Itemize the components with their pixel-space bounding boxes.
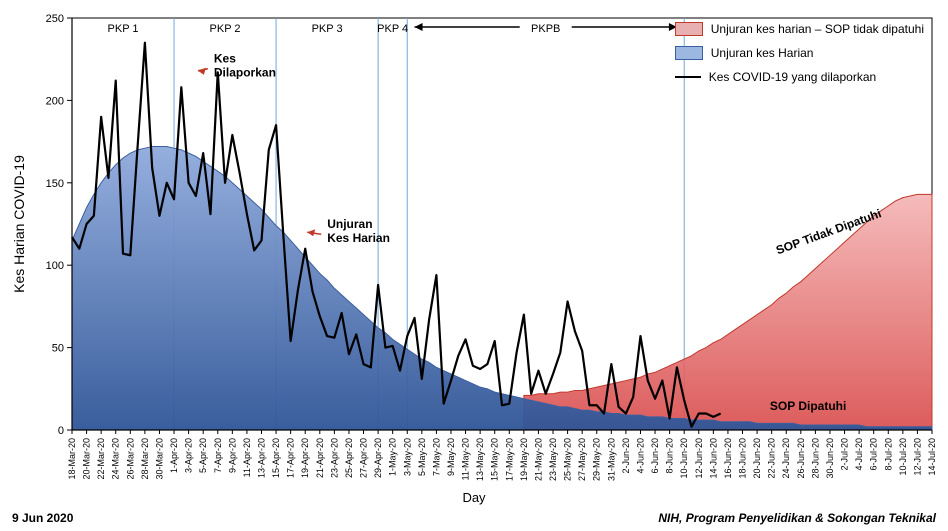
x-tick-label: 2-Jul-20 xyxy=(840,438,850,471)
x-tick-label: 11-May-20 xyxy=(461,438,471,480)
sop-label: SOP Dipatuhi xyxy=(770,399,846,413)
x-tick-label: 4-Jun-20 xyxy=(635,438,645,474)
y-tick-label: 50 xyxy=(52,343,64,355)
phase-label: PKP 3 xyxy=(312,23,343,35)
legend-swatch xyxy=(675,46,703,60)
legend-label: Unjuran kes harian – SOP tidak dipatuhi xyxy=(711,22,924,36)
legend-line xyxy=(675,76,701,78)
x-tick-label: 12-Jun-20 xyxy=(694,438,704,479)
x-tick-label: 1-May-20 xyxy=(388,438,398,476)
x-tick-label: 11-Apr-20 xyxy=(242,438,252,477)
x-tick-label: 16-Jun-20 xyxy=(723,438,733,479)
legend-swatch xyxy=(675,22,703,36)
annotation-text: Kes Harian xyxy=(327,231,390,245)
footer-credit: NIH, Program Penyelidikan & Sokongan Tek… xyxy=(658,511,936,525)
x-tick-label: 1-Apr-20 xyxy=(169,438,179,473)
y-tick-label: 100 xyxy=(46,260,64,272)
x-tick-label: 30-Mar-20 xyxy=(154,438,164,480)
legend-item: Unjuran kes Harian xyxy=(675,46,924,60)
x-tick-label: 29-Apr-20 xyxy=(373,438,383,478)
x-tick-label: 14-Jul-20 xyxy=(927,438,937,476)
x-tick-label: 25-May-20 xyxy=(563,438,573,481)
x-tick-label: 15-Apr-20 xyxy=(271,438,281,478)
x-tick-label: 15-May-20 xyxy=(490,438,500,481)
x-tick-label: 30-Jun-20 xyxy=(825,438,835,479)
x-tick-label: 31-May-20 xyxy=(606,438,616,481)
x-tick-label: 21-Apr-20 xyxy=(315,438,325,478)
x-tick-label: 19-Apr-20 xyxy=(300,438,310,478)
phase-label: PKP 1 xyxy=(108,23,139,35)
footer-date: 9 Jun 2020 xyxy=(12,511,73,525)
x-tick-label: 9-May-20 xyxy=(446,438,456,476)
annotation-text: Unjuran xyxy=(327,217,372,231)
x-tick-label: 2-Jun-20 xyxy=(621,438,631,474)
y-tick-label: 150 xyxy=(46,178,64,190)
x-tick-label: 8-Jun-20 xyxy=(665,438,675,474)
x-tick-label: 24-Mar-20 xyxy=(111,438,121,480)
y-axis-title: Kes Harian COVID-19 xyxy=(11,155,27,293)
x-axis-title: Day xyxy=(462,490,485,505)
phase-label: PKP 2 xyxy=(210,23,241,35)
x-tick-label: 23-May-20 xyxy=(548,438,558,481)
x-tick-label: 18-Jun-20 xyxy=(738,438,748,479)
x-tick-label: 22-Jun-20 xyxy=(767,438,777,479)
x-tick-label: 19-May-20 xyxy=(519,438,529,481)
x-tick-label: 13-Apr-20 xyxy=(256,438,266,478)
phase-label-pkpb: PKPB xyxy=(531,23,560,35)
x-tick-label: 21-May-20 xyxy=(533,438,543,481)
annotation-text: Kes xyxy=(214,52,236,66)
x-tick-label: 14-Jun-20 xyxy=(708,438,718,479)
y-tick-label: 200 xyxy=(46,95,64,107)
legend-label: Kes COVID-19 yang dilaporkan xyxy=(709,70,876,84)
x-tick-label: 7-May-20 xyxy=(431,438,441,476)
x-tick-label: 20-Jun-20 xyxy=(752,438,762,479)
x-tick-label: 12-Jul-20 xyxy=(912,438,922,476)
x-tick-label: 28-Jun-20 xyxy=(810,438,820,479)
x-tick-label: 28-Mar-20 xyxy=(140,438,150,480)
x-tick-label: 22-Mar-20 xyxy=(96,438,106,480)
x-tick-label: 26-Jun-20 xyxy=(796,438,806,479)
y-tick-label: 0 xyxy=(58,425,64,437)
x-tick-label: 4-Jul-20 xyxy=(854,438,864,471)
x-tick-label: 10-Jul-20 xyxy=(898,438,908,476)
x-tick-label: 17-May-20 xyxy=(504,438,514,481)
x-tick-label: 27-Apr-20 xyxy=(359,438,369,478)
x-tick-label: 6-Jul-20 xyxy=(869,438,879,471)
x-tick-label: 5-May-20 xyxy=(417,438,427,476)
x-tick-label: 10-Jun-20 xyxy=(679,438,689,479)
x-tick-label: 3-Apr-20 xyxy=(184,438,194,473)
x-tick-label: 8-Jul-20 xyxy=(883,438,893,471)
annotation-text: Dilaporkan xyxy=(214,66,276,80)
x-tick-label: 20-Mar-20 xyxy=(82,438,92,480)
x-tick-label: 9-Apr-20 xyxy=(227,438,237,473)
x-tick-label: 17-Apr-20 xyxy=(286,438,296,478)
x-tick-label: 23-Apr-20 xyxy=(329,438,339,478)
x-tick-label: 6-Jun-20 xyxy=(650,438,660,474)
phase-label: PKP 4 xyxy=(377,23,408,35)
y-tick-label: 250 xyxy=(46,13,64,25)
legend-item: Kes COVID-19 yang dilaporkan xyxy=(675,70,924,84)
legend-label: Unjuran kes Harian xyxy=(711,46,814,60)
x-tick-label: 7-Apr-20 xyxy=(213,438,223,473)
x-tick-label: 29-May-20 xyxy=(592,438,602,481)
x-tick-label: 5-Apr-20 xyxy=(198,438,208,473)
chart-container: 0 50 100 150 200 250 Kes Harian COVID-19 18-Mar… xyxy=(0,0,948,531)
x-tick-label: 26-Mar-20 xyxy=(125,438,135,480)
x-tick-label: 27-May-20 xyxy=(577,438,587,481)
x-tick-label: 13-May-20 xyxy=(475,438,485,481)
x-tick-label: 3-May-20 xyxy=(402,438,412,476)
legend-item: Unjuran kes harian – SOP tidak dipatuhi xyxy=(675,22,924,36)
x-tick-label: 25-Apr-20 xyxy=(344,438,354,478)
x-tick-label: 24-Jun-20 xyxy=(781,438,791,479)
x-tick-label: 18-Mar-20 xyxy=(67,438,77,480)
legend: Unjuran kes harian – SOP tidak dipatuhi U… xyxy=(675,22,924,94)
